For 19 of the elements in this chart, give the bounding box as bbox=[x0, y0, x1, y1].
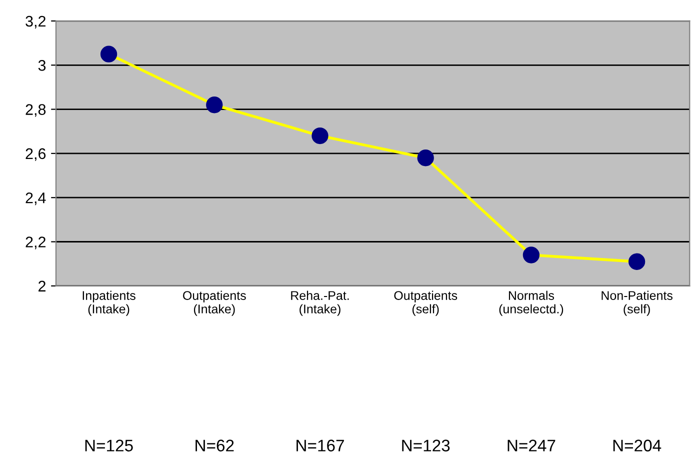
y-tick-label: 3,2 bbox=[26, 16, 46, 28]
y-tick-label: 2,6 bbox=[26, 148, 46, 161]
y-tick-label: 2,4 bbox=[26, 192, 46, 206]
y-tick-label: 3 bbox=[38, 60, 46, 71]
text: N=247 bbox=[508, 440, 556, 452]
y-tick-label: 2 bbox=[38, 280, 46, 292]
x-tick-label: Normals (unselectd.) bbox=[499, 290, 564, 316]
y-tick-label: 2,2 bbox=[26, 236, 46, 250]
x-tick-label: Non-Patients (self) bbox=[602, 290, 672, 316]
x-tick-label: Outpatients (Intake) bbox=[183, 290, 246, 316]
x-tick-label: Outpatients (self) bbox=[394, 290, 458, 316]
x-tick-label: Inpatients (Intake) bbox=[82, 290, 136, 316]
text: N=125 bbox=[85, 440, 133, 452]
text: N=62 bbox=[196, 440, 234, 452]
x-tick-label: Reha.-Pat. (Intake) bbox=[291, 290, 349, 316]
text: N=123 bbox=[402, 440, 450, 452]
text: N=204 bbox=[613, 440, 662, 452]
text: N=167 bbox=[296, 440, 344, 452]
y-tick-label: 2,8 bbox=[26, 104, 46, 117]
